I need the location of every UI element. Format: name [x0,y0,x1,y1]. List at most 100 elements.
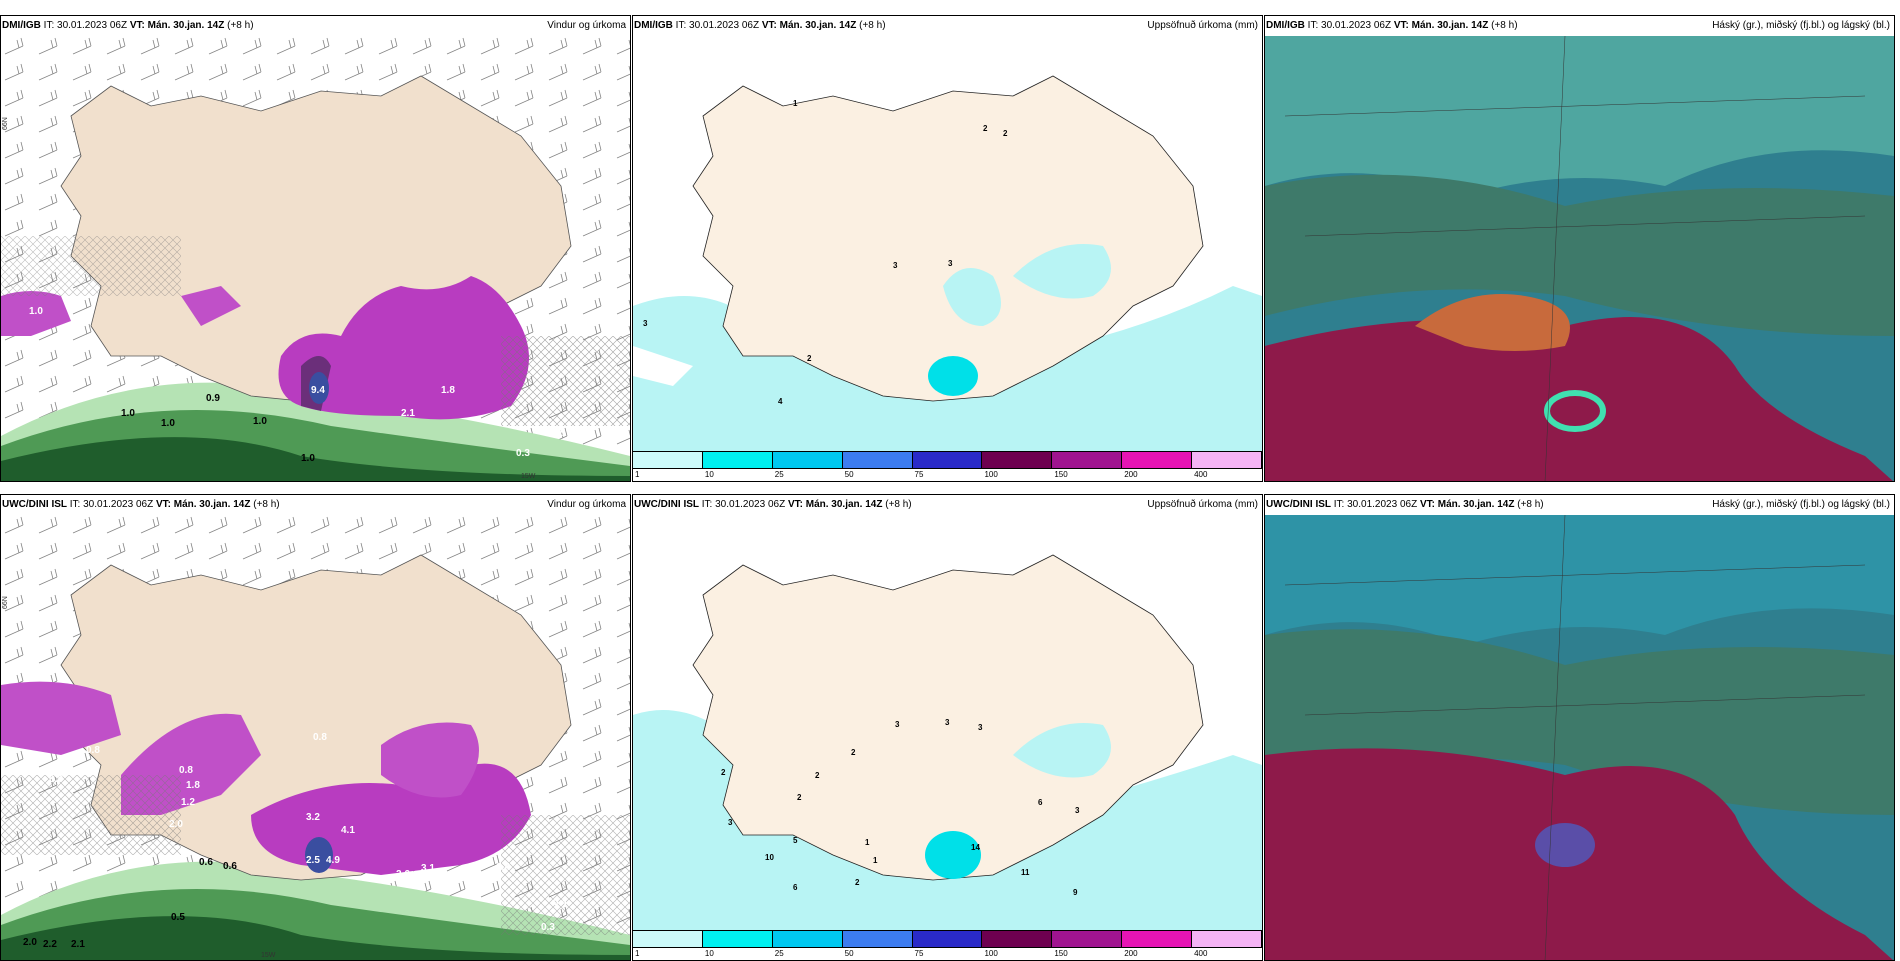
svg-text:3: 3 [893,261,898,270]
svg-text:2: 2 [721,768,726,777]
lat-label: 66N [2,117,9,130]
colorbar-tick-label: 1 [635,470,640,479]
lon-label: 15W [521,473,536,480]
svg-text:14: 14 [971,843,980,852]
colorbar-tick-label: 75 [914,949,924,958]
svg-text:2: 2 [807,354,812,363]
panel-uwc-wind: UWC/DINI ISL IT: 30.01.2023 06Z VT: Mán.… [0,494,631,961]
colorbar-tick-label: 150 [1054,949,1068,958]
svg-text:3: 3 [643,319,648,328]
colorbar: 1 10 25 50 75 100 150 200 400 [633,930,1262,960]
svg-text:2: 2 [797,793,802,802]
iceland-land [692,554,1204,881]
cloud-cover-map [1265,36,1894,481]
colorbar-swatch [1122,451,1193,469]
svg-text:3: 3 [728,818,733,827]
lat-label: 66N [2,596,9,609]
svg-text:2: 2 [983,124,988,133]
svg-text:1: 1 [873,856,878,865]
svg-text:3: 3 [945,718,950,727]
colorbar-swatch [1052,930,1123,948]
svg-text:1: 1 [793,99,798,108]
svg-text:2.5: 2.5 [306,855,320,866]
svg-text:1.8: 1.8 [186,780,200,791]
svg-text:0.8: 0.8 [179,765,193,776]
wind-precip-map: 0.8 0.8 0.8 1.8 1.2 2.0 0.6 0.6 3.2 4.1 … [1,515,630,960]
colorbar-tick-label: 200 [1124,470,1138,479]
svg-text:3: 3 [895,720,900,729]
svg-text:2: 2 [815,771,820,780]
wind-precip-map: 1.0 0.9 1.0 1.0 9.4 2.1 1.8 1.0 1.0 0.3 … [1,36,630,481]
panel-header: DMI/IGB IT: 30.01.2023 06Z VT: Mán. 30.j… [1265,16,1894,36]
svg-text:6: 6 [1038,798,1043,807]
svg-text:1.2: 1.2 [181,797,195,808]
svg-text:0.4: 0.4 [553,897,567,908]
svg-text:9.4: 9.4 [311,385,325,396]
svg-text:3: 3 [1075,806,1080,815]
colorbar-swatch [982,930,1053,948]
panel-uwc-accum: UWC/DINI ISL IT: 30.01.2023 06Z VT: Mán.… [632,494,1263,961]
svg-text:1.8: 1.8 [441,385,455,396]
svg-text:9: 9 [1073,888,1078,897]
svg-text:11: 11 [1021,868,1030,877]
panel-dmi-accum: DMI/IGB IT: 30.01.2023 06Z VT: Mán. 30.j… [632,15,1263,482]
panel-header: UWC/DINI ISL IT: 30.01.2023 06Z VT: Mán.… [1,495,630,515]
colorbar-swatch [702,451,773,469]
svg-text:3.2: 3.2 [306,812,320,823]
svg-text:0.2: 0.2 [549,428,563,439]
colorbar-swatch [982,451,1053,469]
svg-text:4.1: 4.1 [341,825,355,836]
colorbar-tick-label: 10 [704,949,714,958]
svg-text:0.3: 0.3 [516,448,530,459]
colorbar-tick-label: 25 [774,949,784,958]
colorbar-swatch [772,930,843,948]
colorbar-tick-label: 200 [1124,949,1138,958]
svg-text:1.0: 1.0 [29,306,43,317]
iceland-land [692,75,1204,402]
panel-header: UWC/DINI ISL IT: 30.01.2023 06Z VT: Mán.… [1265,495,1894,515]
colorbar-swatch [633,451,703,469]
precip-labels: 0.8 0.8 0.8 1.8 1.2 2.0 0.6 0.6 3.2 4.1 … [23,732,567,950]
colorbar-swatch [702,930,773,948]
panel-header: DMI/IGB IT: 30.01.2023 06Z VT: Mán. 30.j… [1,16,630,36]
svg-text:2: 2 [851,748,856,757]
colorbar-tick-label: 75 [914,470,924,479]
svg-text:3: 3 [948,259,953,268]
svg-text:2: 2 [855,878,860,887]
svg-text:2.0: 2.0 [169,819,183,830]
panel-header: DMI/IGB IT: 30.01.2023 06Z VT: Mán. 30.j… [633,16,1262,36]
colorbar-tick-label: 1 [635,949,640,958]
svg-text:4.9: 4.9 [326,855,340,866]
panel-title: Uppsöfnuð úrkoma (mm) [1147,499,1258,510]
svg-text:5: 5 [793,836,798,845]
svg-text:1.0: 1.0 [121,408,135,419]
svg-text:1.0: 1.0 [161,418,175,429]
panel-title: Vindur og úrkoma [547,20,626,31]
colorbar-swatch [912,451,983,469]
svg-text:1: 1 [865,838,870,847]
svg-text:0.8: 0.8 [49,774,63,785]
colorbar-tick-label: 10 [704,470,714,479]
colorbar: 1 10 25 50 75 100 150 200 400 [633,451,1262,481]
lon-label: 15W [261,952,276,959]
colorbar-tick-label: 50 [844,949,854,958]
panel-dmi-wind: DMI/IGB IT: 30.01.2023 06Z VT: Mán. 30.j… [0,15,631,482]
panel-header: UWC/DINI ISL IT: 30.01.2023 06Z VT: Mán.… [633,495,1262,515]
colorbar-tick-label: 400 [1194,470,1208,479]
svg-text:0.8: 0.8 [86,745,100,756]
colorbar-swatch [1192,451,1262,469]
svg-text:0.5: 0.5 [171,912,185,923]
precip-labels: 1.0 0.9 1.0 1.0 9.4 2.1 1.8 1.0 1.0 0.3 … [29,306,563,464]
colorbar-swatch [772,451,843,469]
svg-text:2: 2 [1003,129,1008,138]
colorbar-swatch [633,930,703,948]
colorbar-tick-label: 400 [1194,949,1208,958]
svg-text:1.0: 1.0 [301,453,315,464]
svg-text:0.6: 0.6 [223,861,237,872]
panel-title: Háský (gr.), miðský (fj.bl.) og lágský (… [1712,499,1890,510]
svg-text:4: 4 [778,397,783,406]
colorbar-swatch [1192,930,1262,948]
colorbar-swatch [842,451,913,469]
svg-text:3: 3 [978,723,983,732]
colorbar-tick-label: 100 [984,949,998,958]
